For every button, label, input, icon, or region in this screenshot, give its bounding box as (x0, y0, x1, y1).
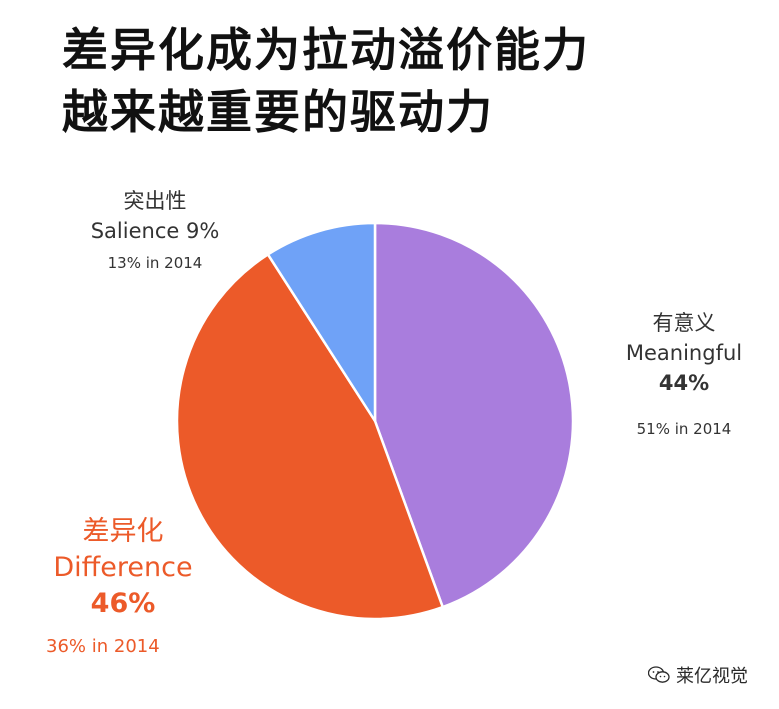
salience-label-zh: 突出性 (123, 189, 187, 213)
watermark: 莱亿视觉 (648, 662, 748, 688)
wechat-icon (648, 666, 670, 683)
salience-label: 突出性 Salience 9% 13% in 2014 (70, 186, 240, 272)
meaningful-label-en: Meaningful (625, 341, 743, 365)
pie-slice-difference (175, 253, 444, 621)
salience-label-en: Salience 9% (90, 219, 220, 243)
pie-slice-meaningful (373, 221, 575, 609)
difference-2014-value: 36% in 2014 (46, 636, 160, 657)
meaningful-label-zh: 有意义 (652, 311, 716, 335)
meaningful-percent: 44% (658, 371, 710, 395)
meaningful-2014-value: 51% in 2014 (636, 420, 732, 438)
pie-slice-salience (266, 221, 377, 423)
difference-label-en: Difference (53, 552, 193, 583)
salience-2014-value: 13% in 2014 (107, 254, 203, 272)
difference-percent: 46% (90, 588, 156, 619)
chart-title-line-1: 差异化成为拉动溢价能力 (62, 23, 590, 77)
chart-title-line-2: 越来越重要的驱动力 (62, 85, 494, 139)
difference-label-zh: 差异化 (82, 516, 164, 547)
difference-label: 差异化 Difference 46% 36% in 2014 (28, 514, 218, 657)
watermark-text: 莱亿视觉 (676, 666, 748, 687)
meaningful-label: 有意义 Meaningful 44% 51% in 2014 (600, 308, 768, 438)
